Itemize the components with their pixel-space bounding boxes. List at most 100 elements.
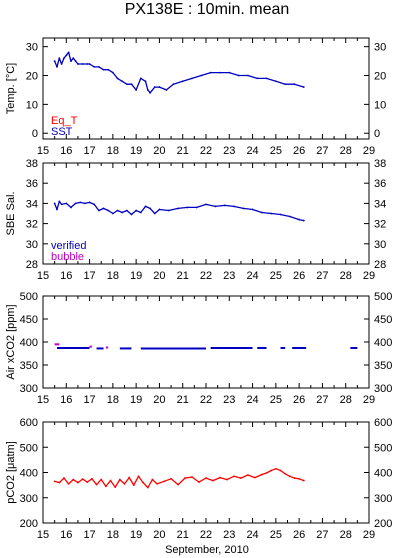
temp-data-point (97, 65, 100, 68)
air-xco2-y-tick-label-right: 400 (374, 337, 392, 349)
temp-data-point (116, 77, 119, 80)
pco2-x-tick-label: 20 (153, 529, 165, 541)
pco2-data-point (260, 473, 263, 476)
salinity-y-tick-label-right: 30 (374, 239, 386, 251)
temp-y-tick-label: 20 (26, 71, 38, 83)
pco2-y-tick-label-right: 600 (374, 417, 392, 429)
pco2-data-point (109, 479, 112, 482)
air-xco2-x-tick-label: 20 (153, 394, 165, 406)
salinity-y-tick-label: 28 (26, 259, 38, 271)
pco2-x-tick-label: 23 (223, 529, 235, 541)
temp-x-tick-label: 15 (37, 145, 49, 157)
air-xco2-x-tick-label: 15 (37, 394, 49, 406)
salinity-x-tick-label: 25 (270, 270, 282, 282)
salinity-data-point (56, 208, 58, 211)
salinity-data-point (88, 201, 91, 204)
temp-data-point (63, 57, 65, 60)
air-xco2-x-tick-label: 28 (340, 394, 352, 406)
salinity-data-point (139, 211, 142, 214)
air-xco2-y-tick-label: 350 (20, 360, 38, 372)
pco2-x-tick-label: 21 (177, 529, 189, 541)
salinity-data-point (125, 209, 128, 212)
salinity-plot-frame (42, 162, 370, 265)
temp-data-point (302, 86, 305, 88)
x-axis-label: September, 2010 (165, 544, 249, 556)
temp-data-point (265, 77, 268, 80)
temp-x-tick-label: 22 (200, 145, 212, 157)
pco2-data-point (284, 472, 287, 475)
air-xco2-y-tick-label: 450 (20, 314, 38, 326)
temp-data-point (172, 83, 175, 86)
temp-data-point (121, 80, 124, 83)
temp-data-point (56, 65, 58, 68)
salinity-data-point (223, 204, 226, 207)
pco2-data-point (191, 476, 193, 478)
air-xco2-x-tick-label: 17 (83, 394, 95, 406)
salinity-data-point (53, 202, 56, 205)
temp-y-tick-label-right: 20 (374, 71, 386, 83)
air-xco2-y-tick-label-right: 450 (374, 314, 392, 326)
salinity-x-tick-label: 26 (293, 270, 305, 282)
pco2-data-point (247, 474, 249, 476)
salinity-x-tick-label: 15 (37, 270, 49, 282)
salinity-data-point (288, 215, 291, 218)
pco2-data-point (170, 477, 172, 480)
pco2-x-tick-label: 25 (270, 529, 282, 541)
pco2-x-tick-label: 27 (316, 529, 328, 541)
pco2-data-point (274, 467, 277, 470)
salinity-data-point (102, 207, 105, 210)
temp-data-point (93, 65, 96, 68)
pco2-data-point (86, 481, 89, 483)
salinity-x-tick-label: 22 (200, 270, 212, 282)
salinity-x-tick-label: 28 (340, 270, 352, 282)
temp-data-point (149, 91, 152, 94)
temp-data-point (247, 74, 249, 77)
pco2-data-point (270, 469, 273, 472)
pco2-data-point (81, 478, 84, 480)
pco2-y-tick-label: 600 (20, 417, 38, 429)
temp-x-tick-label: 24 (246, 145, 258, 157)
temp-data-point (58, 57, 61, 60)
pco2-data-point (128, 476, 131, 479)
salinity-y-tick-label-right: 28 (374, 259, 386, 271)
pco2-data-point (77, 481, 79, 484)
temp-data-point (130, 83, 133, 86)
air-xco2-y-tick-label-right: 350 (374, 360, 392, 372)
pco2-data-point (219, 476, 221, 479)
temp-y-tick-label-right: 30 (374, 42, 386, 54)
pco2-y-axis-label: pCO2 [μatm] (5, 441, 17, 504)
air-xco2-x-tick-label: 16 (60, 394, 72, 406)
temp-data-point (153, 86, 156, 88)
salinity-data-point (74, 202, 77, 205)
temp-panel: 15 16 17 18 19 20 21 22 23 24 25 26 27 28 29 0 0 10 10 20 20… (5, 37, 386, 157)
pco2-data-point (114, 486, 117, 489)
air-xco2-y-tick-label: 300 (20, 383, 38, 395)
temp-data-point (74, 60, 77, 62)
salinity-y-tick-label: 36 (26, 178, 38, 190)
temp-x-tick-label: 17 (83, 145, 95, 157)
temp-x-tick-label: 25 (270, 145, 282, 157)
temp-data-point (86, 63, 89, 65)
pco2-data-point (265, 472, 268, 474)
air-xco2-x-tick-label: 19 (130, 394, 142, 406)
salinity-data-point (58, 200, 61, 203)
temp-data-point (181, 80, 184, 83)
salinity-data-point (93, 203, 96, 206)
temp-data-point (284, 83, 287, 86)
temp-data-point (77, 63, 79, 65)
air-xco2-y-tick-label: 500 (20, 291, 38, 303)
temp-data-point (191, 77, 193, 80)
salinity-x-tick-label: 23 (223, 270, 235, 282)
temp-x-tick-label: 28 (340, 145, 352, 157)
pco2-y-tick-label: 300 (20, 493, 38, 505)
salinity-data-point (116, 209, 119, 212)
temp-data-point (102, 68, 105, 71)
temp-data-point (81, 63, 84, 65)
air-xco2-y-tick-label: 400 (20, 337, 38, 349)
pco2-data-point (137, 475, 140, 478)
temp-data-point (53, 60, 56, 62)
temp-data-point (144, 80, 147, 83)
pco2-data-point (100, 478, 103, 481)
temp-data-point (65, 54, 68, 57)
salinity-data-point (242, 207, 245, 210)
